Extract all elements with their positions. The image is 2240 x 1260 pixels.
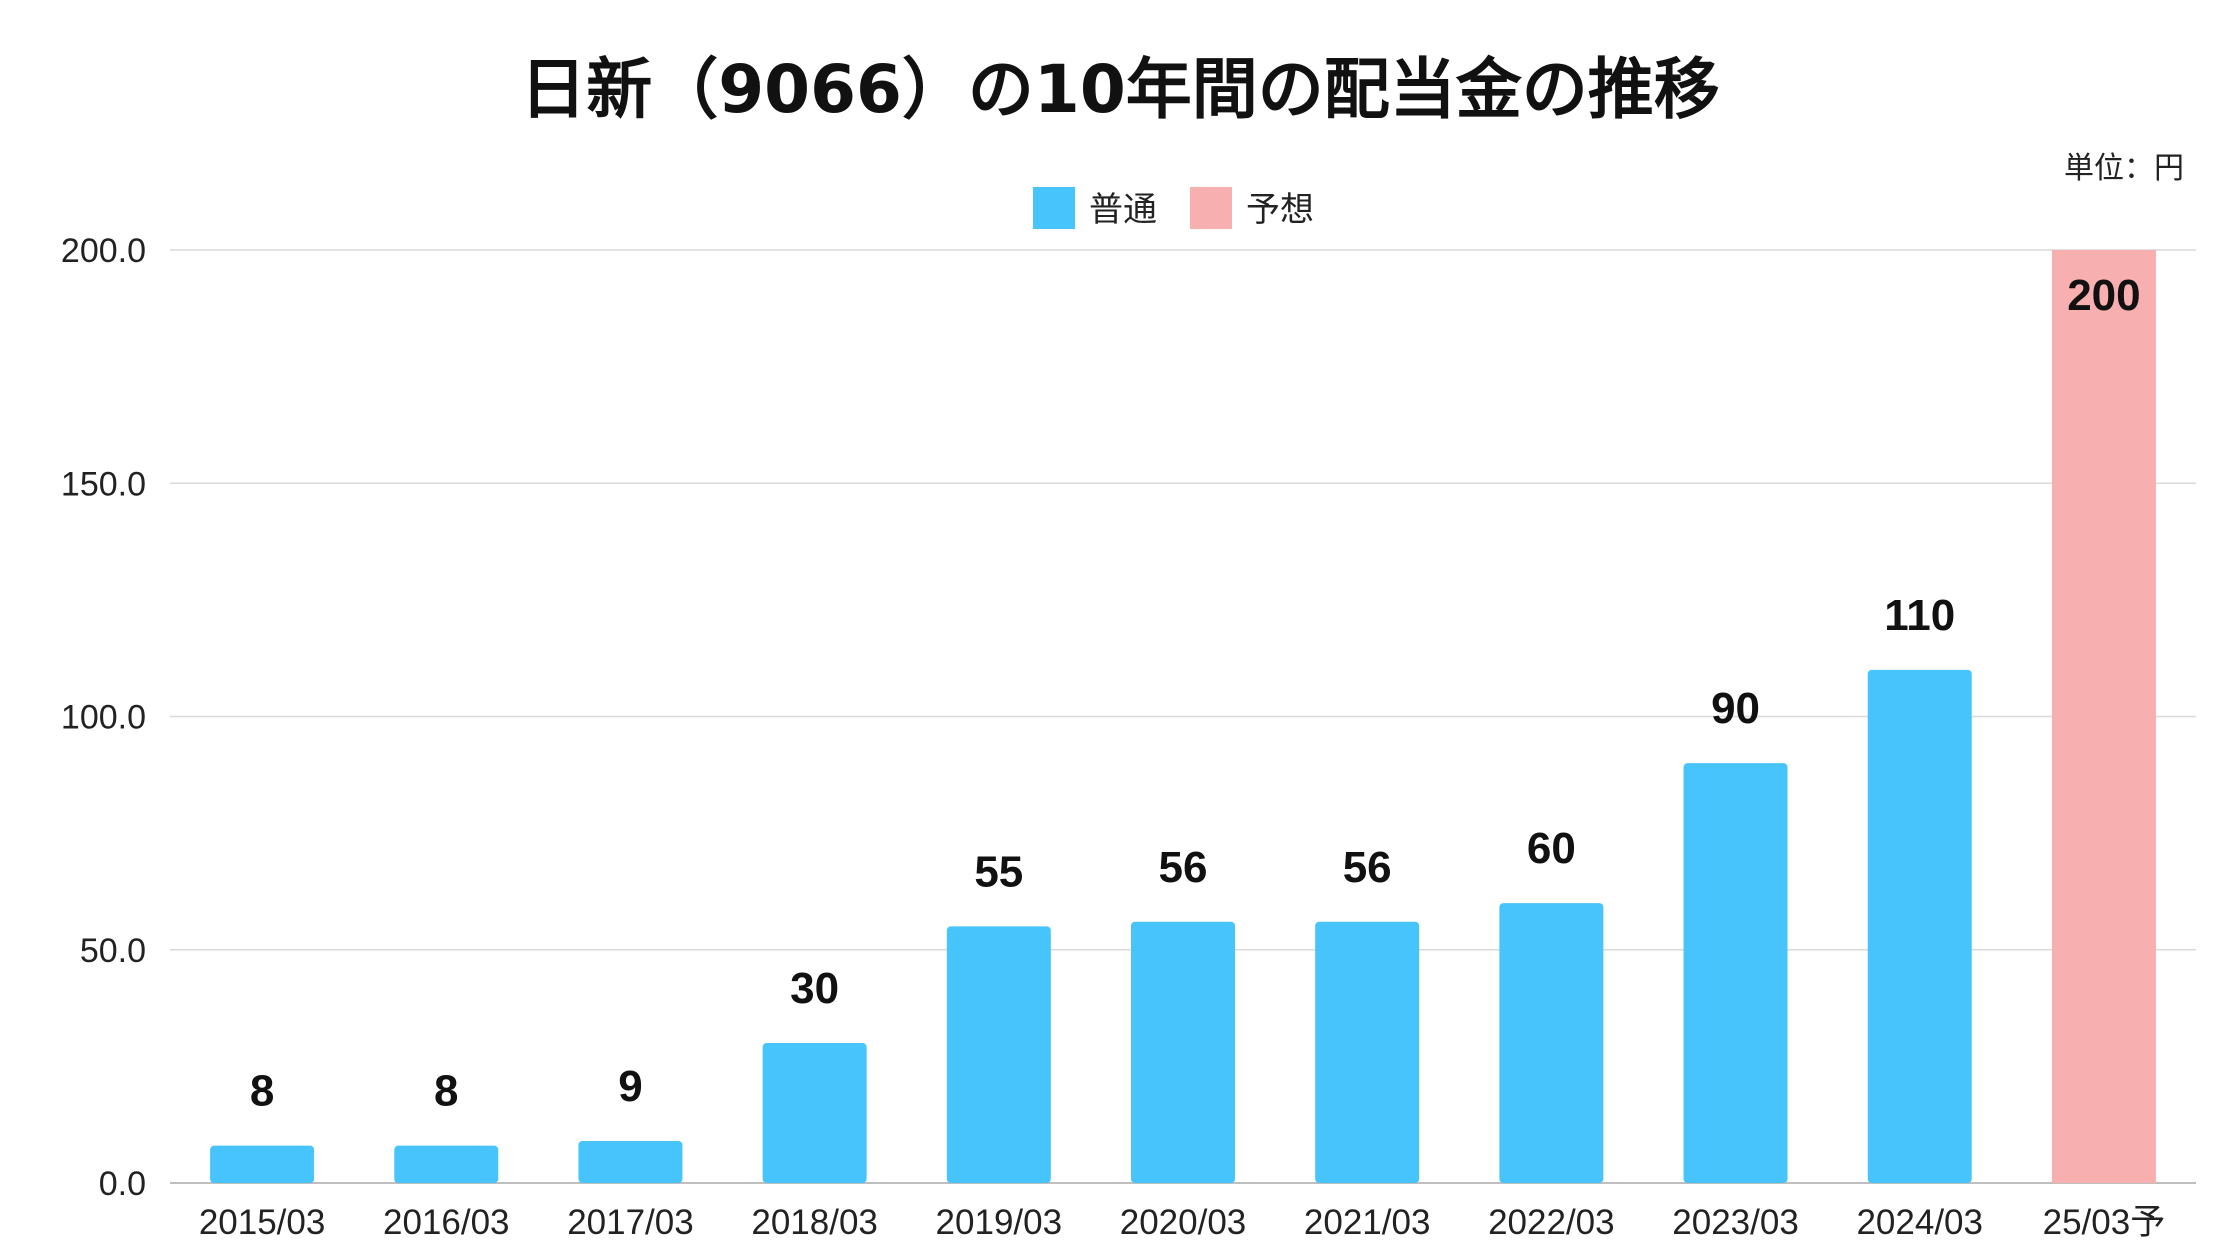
y-axis: 0.0 50.0 100.0 150.0 200.0 — [61, 232, 146, 1203]
unit-label: 単位：円 — [2064, 151, 2184, 186]
x-tick-label: 25/03予 — [2043, 1203, 2166, 1242]
y-tick-label: 50.0 — [80, 932, 146, 970]
data-label: 30 — [790, 964, 839, 1013]
bar-regular — [578, 1141, 683, 1183]
bar-regular — [1131, 921, 1235, 1183]
bars — [210, 250, 2156, 1183]
bar-regular — [1867, 669, 1972, 1183]
legend-label-regular: 普通 — [1089, 190, 1157, 230]
y-tick-label: 150.0 — [61, 465, 146, 503]
x-tick-label: 2019/03 — [936, 1203, 1063, 1242]
data-label: 55 — [974, 847, 1023, 896]
x-tick-label: 2020/03 — [1120, 1203, 1247, 1242]
data-labels: 8 8 9 30 55 56 56 60 90 110 200 — [250, 271, 2141, 1116]
chart-title: 日新（9066）の10年間の配当金の推移 — [520, 51, 1720, 128]
data-label: 8 — [250, 1067, 274, 1116]
bar-regular — [946, 926, 1051, 1183]
x-axis: 2015/03 2016/03 2017/03 2018/03 2019/03 2020/… — [199, 1203, 2165, 1242]
bar-regular — [210, 1145, 315, 1183]
x-tick-label: 2023/03 — [1672, 1203, 1799, 1242]
bar-regular — [1499, 903, 1604, 1183]
bar-forecast — [2051, 250, 2156, 1183]
y-tick-label: 100.0 — [61, 699, 146, 737]
data-label: 200 — [2067, 271, 2140, 320]
data-label: 56 — [1159, 843, 1208, 892]
bar-regular — [762, 1043, 867, 1183]
data-label: 9 — [618, 1062, 642, 1111]
y-tick-label: 0.0 — [99, 1165, 146, 1203]
data-label: 56 — [1343, 843, 1392, 892]
x-tick-label: 2022/03 — [1488, 1203, 1615, 1242]
legend-swatch-regular — [1033, 187, 1075, 229]
legend-label-forecast: 予想 — [1246, 190, 1314, 230]
legend-swatch-forecast — [1190, 187, 1232, 229]
x-tick-label: 2024/03 — [1856, 1203, 1983, 1242]
data-label: 90 — [1711, 684, 1760, 733]
data-label: 110 — [1884, 591, 1955, 640]
data-label: 60 — [1527, 824, 1576, 873]
x-tick-label: 2018/03 — [751, 1203, 878, 1242]
x-tick-label: 2015/03 — [199, 1203, 326, 1242]
legend: 普通 予想 — [1033, 187, 1314, 230]
x-tick-label: 2017/03 — [567, 1203, 694, 1242]
x-tick-label: 2021/03 — [1304, 1203, 1431, 1242]
bar-regular — [1315, 921, 1420, 1183]
bar-regular — [394, 1145, 499, 1183]
x-tick-label: 2016/03 — [383, 1203, 510, 1242]
data-label: 8 — [434, 1067, 458, 1116]
y-tick-label: 200.0 — [61, 232, 146, 270]
bar-regular — [1683, 763, 1788, 1183]
